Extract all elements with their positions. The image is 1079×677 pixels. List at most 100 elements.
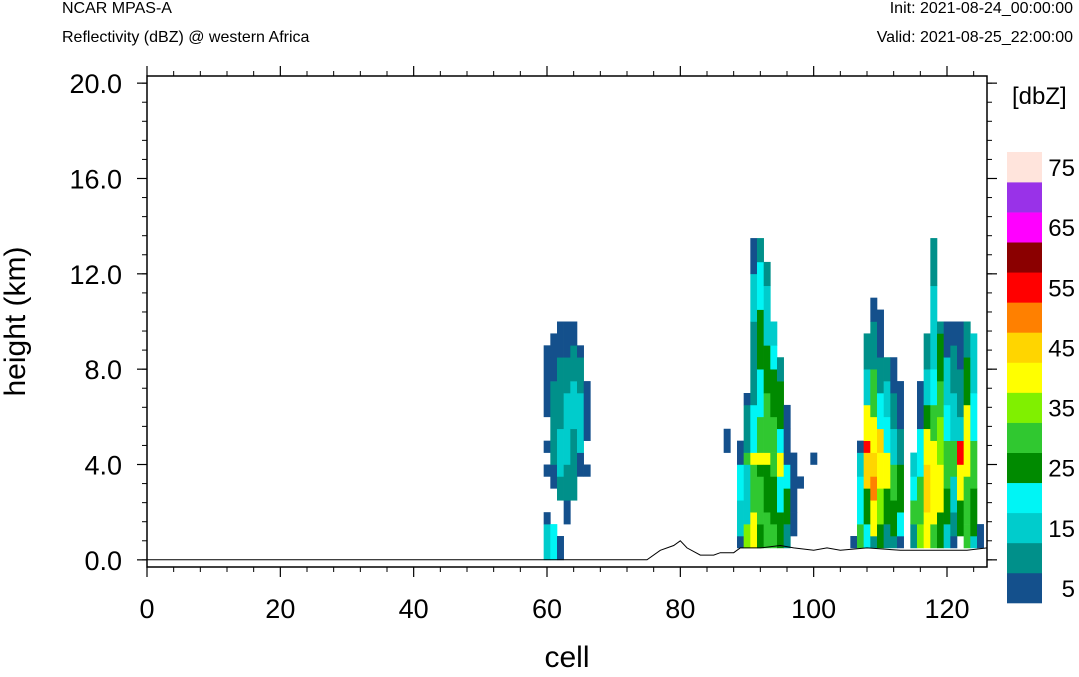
reflectivity-cell — [863, 440, 871, 453]
init-time: Init: 2021-08-24_00:00:00 — [889, 0, 1073, 17]
reflectivity-cell — [957, 369, 964, 418]
reflectivity-cell — [777, 381, 784, 430]
reflectivity-cell — [563, 464, 571, 501]
reflectivity-cell — [890, 500, 898, 537]
reflectivity-cell — [757, 452, 764, 465]
y-tick-label: 4.0 — [84, 451, 122, 481]
reflectivity-cell — [743, 393, 751, 406]
reflectivity-cell — [783, 428, 791, 465]
reflectivity-cell — [917, 428, 924, 477]
reflectivity-cell — [870, 476, 878, 501]
reflectivity-cell — [963, 524, 971, 549]
reflectivity-cell — [550, 440, 558, 465]
colorbar-label: 65 — [1048, 215, 1075, 242]
reflectivity-cell — [863, 452, 871, 489]
reflectivity-cell — [943, 404, 951, 441]
reflectivity-cell — [943, 524, 951, 549]
reflectivity-cell — [583, 464, 591, 477]
reflectivity-cell — [770, 452, 778, 477]
reflectivity-cell — [857, 476, 864, 525]
reflectivity-cell — [543, 524, 551, 561]
colorbar-swatch — [1007, 332, 1042, 363]
reflectivity-cell — [783, 488, 791, 525]
reflectivity-cell — [950, 512, 958, 537]
reflectivity-cell — [957, 440, 964, 465]
reflectivity-cell — [723, 428, 731, 453]
reflectivity-cell — [883, 488, 891, 525]
reflectivity-cell — [737, 440, 744, 465]
colorbar-swatch — [1007, 392, 1042, 423]
reflectivity-cell — [870, 369, 878, 418]
reflectivity-cell — [557, 393, 564, 430]
reflectivity-cell — [937, 333, 944, 382]
reflectivity-cell — [870, 297, 878, 322]
reflectivity-cell — [923, 333, 931, 370]
reflectivity-cell — [783, 464, 791, 489]
reflectivity-cell — [877, 357, 884, 394]
reflectivity-cell — [930, 238, 938, 287]
variable-subtitle: Reflectivity (dBZ) @ western Africa — [62, 29, 310, 46]
reflectivity-cells — [543, 238, 984, 561]
x-axis-ticks: 0 20 40 60 80 100 120 — [139, 66, 975, 624]
reflectivity-cell — [950, 440, 958, 477]
x-tick-label: 40 — [399, 594, 429, 624]
terrain-line — [147, 540, 988, 561]
reflectivity-cell — [557, 357, 564, 394]
reflectivity-cell — [883, 416, 891, 453]
reflectivity-cell — [937, 464, 944, 513]
reflectivity-cell — [930, 524, 938, 549]
colorbar-swatch — [1007, 422, 1042, 453]
reflectivity-cell — [577, 345, 584, 358]
reflectivity-cell — [557, 536, 564, 561]
reflectivity-cell — [563, 357, 571, 394]
reflectivity-cell — [963, 357, 971, 406]
reflectivity-cell — [883, 524, 891, 549]
x-tick-label: 100 — [791, 594, 836, 624]
reflectivity-cell — [777, 476, 784, 513]
colorbar-label: 55 — [1048, 275, 1075, 302]
colorbar-label: 15 — [1048, 516, 1075, 543]
reflectivity-cell — [890, 464, 898, 501]
reflectivity-cell — [943, 488, 951, 525]
reflectivity-cell — [797, 476, 804, 489]
reflectivity-cell — [910, 524, 918, 549]
reflectivity-cell — [937, 381, 944, 418]
reflectivity-cell — [743, 464, 751, 525]
reflectivity-cell — [923, 464, 931, 513]
reflectivity-cell — [870, 536, 878, 549]
reflectivity-cell — [550, 464, 558, 489]
reflectivity-cell — [543, 345, 551, 418]
x-tick-label: 60 — [532, 594, 562, 624]
reflectivity-cell — [970, 333, 978, 394]
colorbar-swatch — [1007, 212, 1042, 243]
reflectivity-cell — [870, 321, 878, 370]
reflectivity-cell — [550, 333, 558, 358]
reflectivity-cell — [977, 524, 984, 549]
reflectivity-cell — [577, 452, 584, 477]
reflectivity-cell — [890, 428, 898, 465]
reflectivity-cell — [910, 452, 918, 477]
reflectivity-cell — [890, 393, 898, 430]
x-tick-label: 120 — [924, 594, 969, 624]
reflectivity-cell — [877, 428, 884, 453]
colorbar-label: 45 — [1048, 335, 1075, 362]
reflectivity-cell — [970, 393, 978, 441]
reflectivity-cell — [743, 452, 751, 465]
reflectivity-cell — [750, 452, 758, 465]
colorbar-swatch — [1007, 482, 1042, 514]
reflectivity-cell — [750, 273, 758, 322]
reflectivity-cell — [883, 357, 891, 382]
reflectivity-cell — [763, 285, 771, 346]
x-tick-label: 80 — [665, 594, 695, 624]
colorbar-label: 25 — [1048, 456, 1075, 483]
reflectivity-cell — [930, 488, 938, 525]
reflectivity-cell — [923, 428, 931, 465]
reflectivity-cell — [737, 536, 744, 549]
reflectivity-cell — [777, 452, 784, 477]
reflectivity-cell — [963, 321, 971, 358]
colorbar-title: [dbZ] — [1012, 83, 1067, 110]
reflectivity-cell — [917, 476, 924, 525]
reflectivity-cell — [543, 512, 551, 525]
reflectivity-cell — [957, 416, 964, 441]
